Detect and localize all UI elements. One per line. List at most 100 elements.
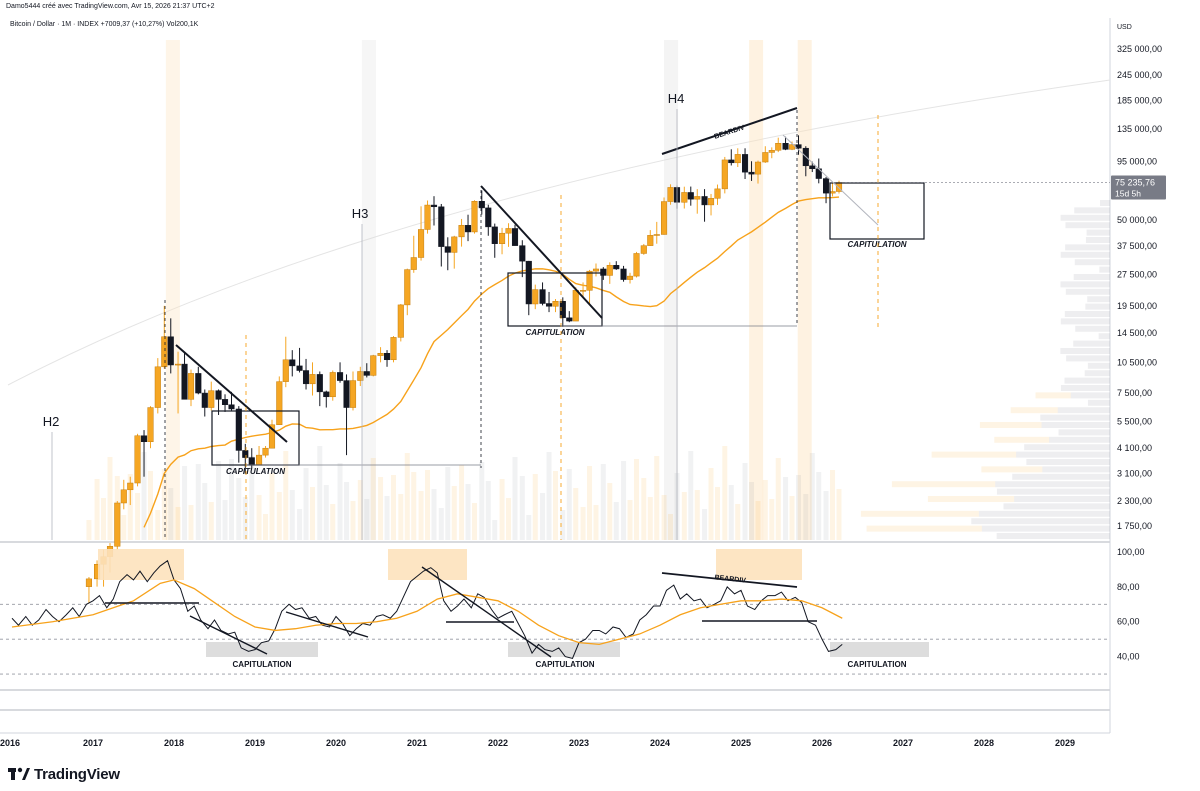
candle[interactable] [268, 419, 276, 449]
candle[interactable] [289, 350, 296, 377]
candle[interactable] [519, 240, 526, 278]
candle[interactable] [276, 376, 283, 426]
candle[interactable] [762, 146, 769, 163]
candle[interactable] [505, 223, 512, 247]
candle[interactable] [167, 318, 174, 374]
candle[interactable] [221, 394, 229, 412]
candle[interactable] [511, 224, 519, 246]
candle[interactable] [748, 161, 755, 181]
candle[interactable] [566, 311, 573, 323]
candle[interactable] [714, 184, 721, 205]
candle[interactable] [154, 358, 161, 414]
candle[interactable] [600, 267, 607, 280]
candle[interactable] [120, 479, 127, 510]
candle[interactable] [742, 148, 749, 180]
candle[interactable] [491, 223, 498, 258]
candle[interactable] [626, 272, 634, 284]
candle[interactable] [661, 197, 668, 235]
candle[interactable] [444, 237, 451, 271]
candle[interactable] [458, 218, 465, 247]
candle[interactable] [235, 406, 242, 463]
candle[interactable] [478, 190, 485, 215]
candle[interactable] [404, 268, 411, 316]
candle[interactable] [195, 366, 202, 395]
candle[interactable] [390, 336, 397, 363]
candle[interactable] [707, 193, 715, 216]
candle[interactable] [485, 204, 492, 236]
candle[interactable] [580, 282, 587, 298]
candle[interactable] [499, 227, 506, 255]
candle[interactable] [282, 336, 289, 388]
candle[interactable] [208, 381, 215, 411]
candle[interactable] [383, 350, 391, 367]
candle[interactable] [667, 184, 674, 205]
candle[interactable] [728, 149, 735, 166]
candle[interactable] [127, 476, 134, 506]
candle[interactable] [592, 263, 600, 277]
candle[interactable] [613, 261, 620, 270]
candle[interactable] [187, 369, 195, 407]
candle[interactable] [140, 430, 148, 477]
candle[interactable] [430, 196, 438, 226]
candle[interactable] [606, 262, 613, 284]
candle[interactable] [471, 200, 478, 234]
candle[interactable] [256, 445, 263, 466]
candle[interactable] [768, 147, 775, 159]
candle[interactable] [754, 160, 762, 184]
candle[interactable] [85, 577, 93, 604]
candle[interactable] [161, 305, 168, 369]
candle[interactable] [653, 221, 660, 244]
candle[interactable] [175, 351, 182, 414]
candle[interactable] [620, 265, 627, 282]
current-price-tag[interactable] [1111, 175, 1166, 200]
candle[interactable] [228, 391, 235, 411]
candle[interactable] [134, 433, 141, 487]
candle[interactable] [701, 189, 708, 222]
candle[interactable] [539, 282, 546, 306]
candle[interactable] [329, 370, 336, 401]
candle[interactable] [532, 284, 539, 310]
candle[interactable] [586, 269, 593, 306]
candle[interactable] [823, 176, 830, 204]
candle[interactable] [721, 156, 728, 194]
candle[interactable] [363, 363, 370, 378]
candle[interactable] [316, 371, 323, 407]
candle[interactable] [451, 235, 458, 269]
candle[interactable] [410, 235, 417, 273]
candle[interactable] [424, 200, 431, 234]
candle[interactable] [647, 230, 654, 246]
candle[interactable] [114, 500, 121, 550]
tradingview-logo[interactable]: TradingView [8, 764, 120, 784]
candle[interactable] [343, 374, 350, 456]
candle[interactable] [552, 299, 559, 313]
candle[interactable] [694, 189, 701, 214]
candle[interactable] [147, 406, 154, 449]
candle[interactable] [464, 214, 472, 242]
candle[interactable] [633, 251, 640, 278]
candle[interactable] [559, 297, 566, 327]
candle[interactable] [357, 366, 364, 387]
candle[interactable] [370, 354, 377, 377]
candle[interactable] [181, 352, 188, 400]
candle[interactable] [323, 390, 330, 408]
candle[interactable] [525, 260, 532, 316]
candle[interactable] [438, 203, 445, 267]
candle[interactable] [681, 186, 688, 209]
candle[interactable] [640, 243, 647, 255]
candle[interactable] [377, 347, 384, 363]
candle[interactable] [296, 347, 303, 373]
candle[interactable] [775, 137, 782, 153]
candle[interactable] [201, 389, 208, 417]
candle[interactable] [302, 358, 310, 390]
candle[interactable] [337, 362, 344, 383]
candle[interactable] [309, 362, 316, 396]
candle[interactable] [242, 443, 249, 474]
candle[interactable] [349, 371, 357, 411]
candle[interactable] [545, 291, 553, 313]
candle[interactable] [262, 445, 269, 458]
candle[interactable] [397, 303, 404, 342]
candle[interactable] [782, 136, 789, 151]
candle[interactable] [418, 206, 425, 261]
candle[interactable] [734, 148, 741, 168]
